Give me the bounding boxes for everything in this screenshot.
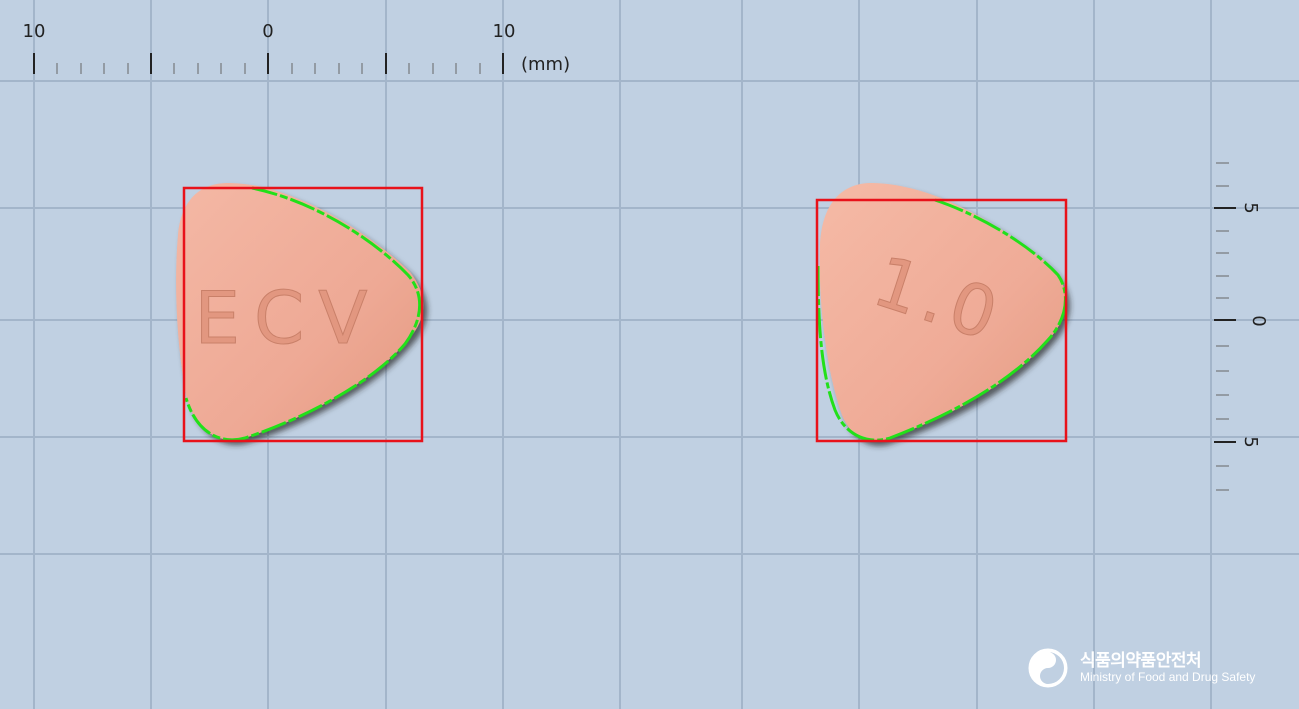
pill-front-bounding-box — [182, 186, 424, 443]
pill-back: 1.0 — [815, 183, 1068, 443]
top-ruler-label-right: 10 — [493, 21, 516, 42]
right-ruler: 5 0 5 — [1214, 162, 1269, 491]
mfds-logo: 식품의약품안전처 Ministry of Food and Drug Safet… — [1028, 646, 1278, 696]
pill-front: ECV — [176, 183, 424, 443]
right-ruler-label-top: 5 — [1240, 202, 1261, 213]
top-ruler-label-left: 10 — [23, 21, 46, 42]
pill-front-contour — [184, 186, 422, 442]
pill-front-body — [176, 183, 424, 441]
pill-front-imprint: ECV — [194, 276, 381, 360]
mfds-emblem-icon — [1028, 648, 1068, 688]
mfds-english-name: Ministry of Food and Drug Safety — [1080, 670, 1256, 684]
right-ruler-label-middle: 0 — [1248, 315, 1269, 326]
pill-back-contour — [816, 198, 1067, 442]
pill-back-bounding-box — [815, 198, 1068, 443]
mfds-korean-name: 식품의약품안전처 — [1080, 651, 1202, 671]
pill-back-body — [819, 183, 1067, 441]
top-ruler-unit: (mm) — [521, 54, 570, 75]
right-ruler-label-bottom: 5 — [1240, 436, 1261, 447]
top-ruler: 10 0 10 (mm) — [23, 21, 571, 75]
top-ruler-label-center: 0 — [262, 21, 273, 42]
